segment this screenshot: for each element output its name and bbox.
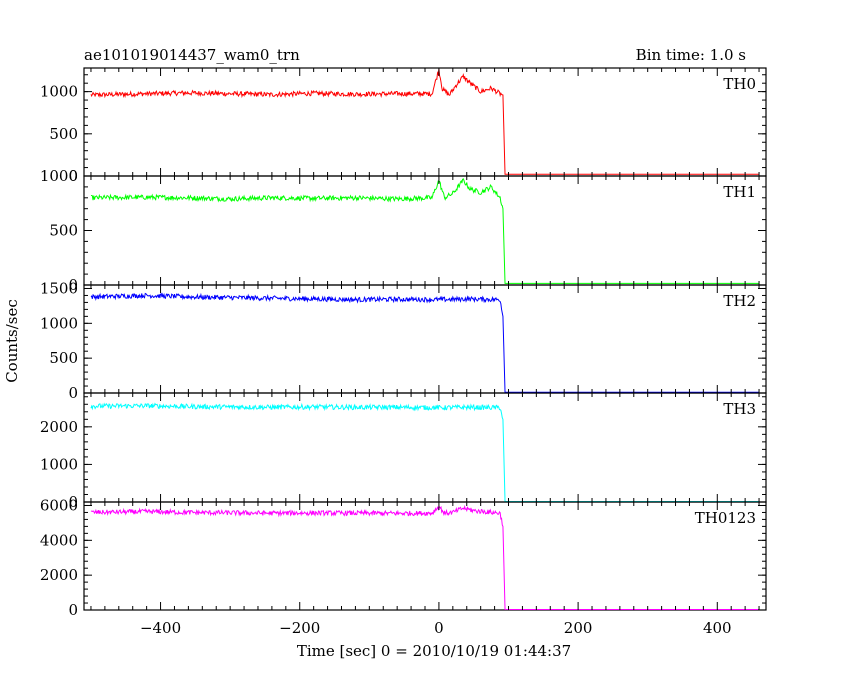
x-tick-label: 200	[564, 619, 593, 637]
panel-label: TH3	[723, 400, 756, 418]
y-tick-label: 0	[68, 493, 78, 511]
x-tick-label: 0	[434, 619, 444, 637]
bin-time-label: Bin time: 1.0 s	[636, 46, 746, 64]
y-tick-label: 0	[68, 601, 78, 619]
chart-title: ae101019014437_wam0_trn	[84, 46, 300, 64]
x-axis-label: Time [sec] 0 = 2010/10/19 01:44:37	[297, 642, 571, 660]
series-line-th2	[90, 292, 760, 393]
panel-th1: 0 500 1000 TH1	[40, 167, 767, 294]
y-tick-label: 4000	[40, 531, 78, 549]
panel-frame	[83, 67, 767, 177]
y-tick-label: 1500	[40, 279, 78, 297]
panel-frame	[83, 392, 767, 503]
x-tick-labels: −400 −200 0 200 400	[140, 619, 732, 637]
series-line-th1	[90, 178, 760, 284]
panel-th0123: 0 2000 4000 6000 TH0123	[40, 496, 767, 619]
panel-th0: 0 500 1000 TH0	[40, 67, 767, 185]
panel-label: TH0	[723, 75, 756, 93]
panel-frame	[83, 284, 767, 394]
y-tick-label: 1000	[40, 83, 78, 101]
y-tick-label: 0	[68, 276, 78, 294]
panel-th3: 0 1000 2000 TH3	[40, 392, 767, 511]
x-tick-label: 400	[703, 619, 732, 637]
series-line-th0123	[90, 504, 760, 610]
panel-label: TH0123	[695, 509, 756, 527]
y-tick-label: 0	[68, 167, 78, 185]
y-tick-label: 6000	[40, 496, 78, 514]
x-tick-label: −400	[140, 619, 181, 637]
series-line-th0	[90, 69, 760, 175]
panel-frame	[83, 175, 767, 286]
y-tick-label: 1000	[40, 167, 78, 185]
y-axis-label: Counts/sec	[3, 299, 21, 383]
series-line-th3	[90, 402, 760, 502]
y-tick-label: 500	[49, 222, 78, 240]
y-tick-label: 1000	[40, 314, 78, 332]
y-tick-label: 500	[49, 125, 78, 143]
x-tick-label: −200	[279, 619, 320, 637]
y-tick-label: 1000	[40, 455, 78, 473]
y-tick-label: 500	[49, 349, 78, 367]
y-tick-label: 0	[68, 384, 78, 402]
panel-frame	[83, 501, 767, 611]
y-tick-label: 2000	[40, 566, 78, 584]
panel-label: TH1	[723, 183, 756, 201]
panel-label: TH2	[723, 292, 756, 310]
y-tick-label: 2000	[40, 418, 78, 436]
panel-th2: 0 500 1000 1500 TH2	[40, 279, 767, 402]
